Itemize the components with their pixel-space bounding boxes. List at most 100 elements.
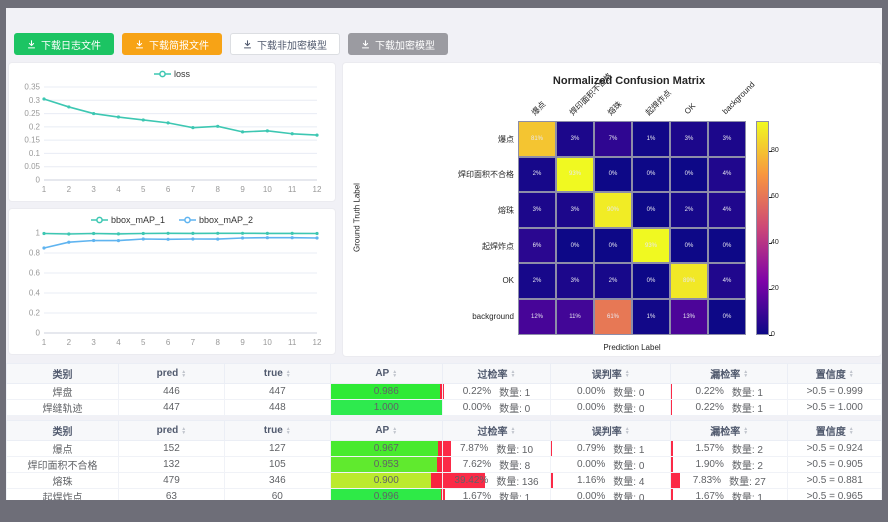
table-row: 焊印面积不合格 132 105 0.953 7.62% 数量: 8 0.00% 数量: 0 1.… [6,456,882,473]
sort-carets-icon[interactable]: ▲ ▼ [285,368,291,379]
sort-carets-icon[interactable]: ▲ ▼ [181,425,187,436]
confidence-cell: >0.5 = 0.881 [787,472,882,489]
rate-count: 数量: 0 [613,404,645,415]
svg-text:0.2: 0.2 [29,122,41,131]
button-label: 下载日志文件 [41,40,101,52]
sort-carets-icon[interactable]: ▲ ▼ [624,368,630,379]
confidence-cell: >0.5 = 0.905 [787,456,882,473]
column-header-label: 类别 [52,427,73,438]
ap-value: 1.000 [373,402,399,413]
matrix-cell: 4% [708,192,746,228]
column-header[interactable]: 过检率 ▲ ▼ [441,420,552,441]
column-header[interactable]: AP ▲ ▼ [329,420,443,441]
svg-text:0.25: 0.25 [24,109,40,118]
sort-carets-icon[interactable]: ▲ ▼ [743,368,749,379]
matrix-cell: 89% [670,263,708,299]
rate-count: 数量: 0 [613,493,645,500]
sort-carets-icon[interactable]: ▲ ▼ [510,368,516,379]
column-header[interactable]: 漏检率 ▲ ▼ [670,420,789,441]
download-icon [243,39,252,48]
sort-carets-icon[interactable]: ▲ ▼ [392,425,398,436]
column-header[interactable]: AP ▲ ▼ [329,363,443,384]
svg-text:0.35: 0.35 [24,83,40,92]
legend-item-bbox_mAP_1[interactable]: bbox_mAP_1 [90,215,165,225]
column-header[interactable]: 置信度 ▲ ▼ [787,420,882,441]
column-header-label: AP [375,425,390,436]
ap-cell: 0.967 [329,440,443,457]
column-header[interactable]: pred ▲ ▼ [118,420,225,441]
matrix-cell: 3% [708,121,746,157]
overdetect-cell: 0.00% 数量: 0 [441,399,552,416]
rate-pct: 39.42% [454,475,489,486]
ap-cell: 0.953 [329,456,443,473]
column-header[interactable]: 漏检率 ▲ ▼ [670,363,789,384]
miss-cell: 0.22% 数量: 1 [670,399,789,416]
matrix-cell: 0% [708,299,746,335]
legend-marker-icon [179,216,196,224]
download-report-button[interactable]: 下载简报文件 [122,33,222,55]
sort-carets-icon[interactable]: ▲ ▼ [624,425,630,436]
svg-text:7: 7 [191,185,196,194]
sort-carets-icon[interactable]: ▲ ▼ [510,425,516,436]
column-header[interactable]: 过检率 ▲ ▼ [441,363,552,384]
matrix-cell: 1% [632,121,670,157]
svg-text:0.4: 0.4 [29,289,41,298]
legend-item-bbox_mAP_2[interactable]: bbox_mAP_2 [179,215,253,225]
column-header[interactable]: true ▲ ▼ [223,420,331,441]
svg-text:8: 8 [216,338,221,347]
column-header-label: true [263,368,283,379]
download-log-button[interactable]: 下载日志文件 [14,33,114,55]
column-header: 类别 [6,420,119,441]
page-content: 下载日志文件 下载简报文件 下载非加密模型 下载加密模型 loss 0 0.05 0.1 0… [6,8,882,500]
svg-text:3: 3 [91,338,96,347]
column-header[interactable]: 误判率 ▲ ▼ [550,420,672,441]
true-cell: 346 [223,472,331,489]
category-cell: 熔珠 [6,472,119,489]
svg-text:11: 11 [288,185,297,194]
sort-carets-icon[interactable]: ▲ ▼ [743,425,749,436]
svg-text:1: 1 [42,338,47,347]
ap-value: 0.953 [373,459,399,470]
table-row: 熔珠 479 346 0.900 39.42% 数量: 136 1.16% 数量: 4 7.83… [6,472,882,489]
column-header[interactable]: true ▲ ▼ [223,363,331,384]
sort-carets-icon[interactable]: ▲ ▼ [181,368,187,379]
ap-bar-green [331,400,442,415]
rate-count: 数量: 136 [496,477,539,488]
column-header[interactable]: 置信度 ▲ ▼ [787,363,882,384]
download-unencrypted-model-button[interactable]: 下载非加密模型 [230,33,340,55]
column-header-label: pred [156,425,179,436]
download-encrypted-model-button[interactable]: 下载加密模型 [348,33,448,55]
legend-item-loss[interactable]: loss [153,69,190,79]
true-cell: 105 [223,456,331,473]
sort-carets-icon[interactable]: ▲ ▼ [392,368,398,379]
svg-text:1: 1 [42,185,47,194]
misjudge-cell: 0.00% 数量: 0 [550,399,672,416]
rate-count: 数量: 10 [496,445,534,456]
matrix-cell: 7% [594,121,632,157]
rate-count: 数量: 0 [613,461,645,472]
matrix-cell: 6% [518,227,556,264]
category-cell: 焊盘 [6,383,119,400]
rate-pct: 0.22% [695,386,724,397]
download-icon [135,39,144,48]
matrix-cell: 2% [594,263,632,299]
column-header[interactable]: pred ▲ ▼ [118,363,225,384]
misjudge-cell: 0.00% 数量: 0 [550,488,672,500]
sort-carets-icon[interactable]: ▲ ▼ [285,425,291,436]
overdetect-cell: 39.42% 数量: 136 [441,472,552,489]
rate-count: 数量: 0 [613,388,645,399]
sort-carets-icon[interactable]: ▲ ▼ [848,368,854,379]
colorbar-tickmark [769,242,772,244]
map-chart-card: bbox_mAP_1 bbox_mAP_2 0 0.2 0.4 0.6 0.8 1 1 2 3 4 5… [8,208,336,355]
matrix-cell: 0% [594,227,632,264]
svg-text:12: 12 [313,338,322,347]
svg-text:1: 1 [36,229,41,238]
colorbar-tick-label: 40 [771,238,779,246]
ap-cell: 1.000 [329,399,443,416]
column-header[interactable]: 误判率 ▲ ▼ [550,363,672,384]
matrix-cell: 4% [708,263,746,299]
button-label: 下载非加密模型 [257,40,327,52]
confusion-matrix-title: Normalized Confusion Matrix [552,75,706,87]
matrix-cell: 0% [632,192,670,228]
sort-carets-icon[interactable]: ▲ ▼ [848,425,854,436]
